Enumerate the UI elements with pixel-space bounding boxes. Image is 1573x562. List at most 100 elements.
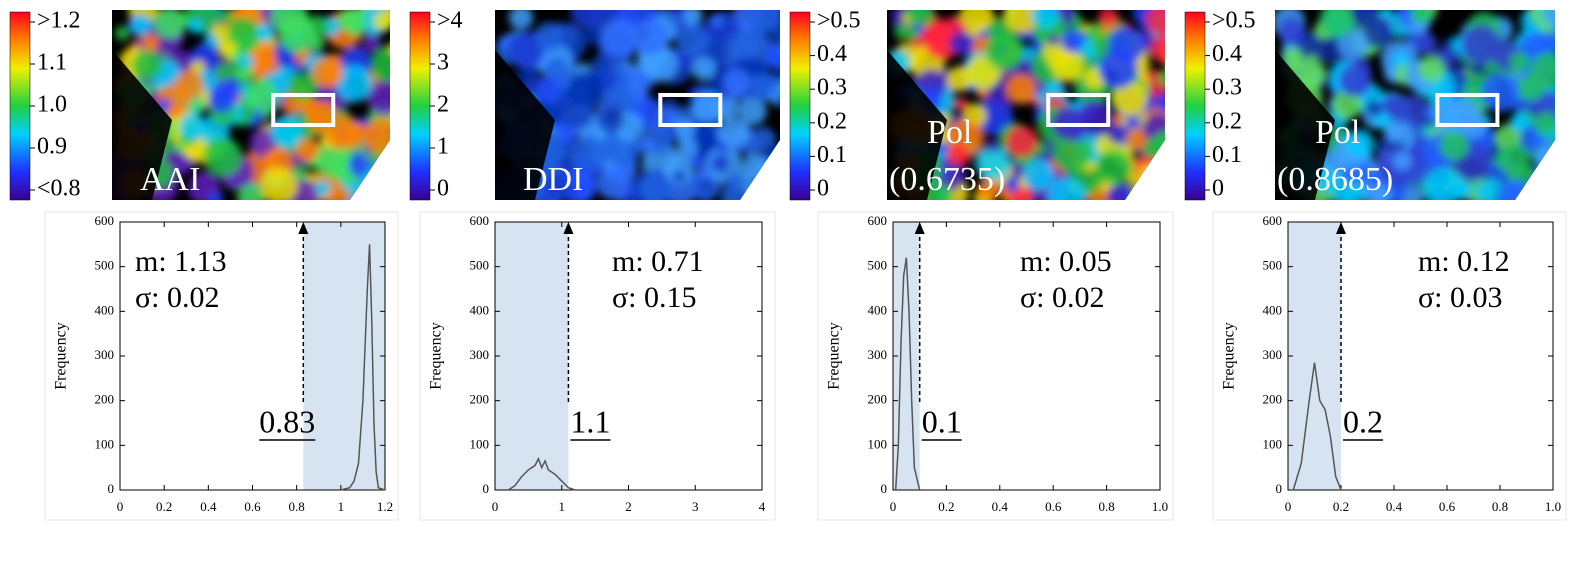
map-blob [638,135,656,153]
map-blob [975,145,1011,181]
map-blob [976,179,1000,200]
map-blob [208,86,236,114]
map-blob [1341,181,1366,200]
panel-frame [44,211,399,521]
map-blob [1004,176,1021,192]
threshold-arrowhead [298,222,309,234]
map-blob [359,167,390,200]
region-box [1435,93,1500,127]
map-label: DDI [523,161,583,198]
map-blob [188,97,205,114]
map-blob [1461,24,1502,65]
threshold-arrowhead [914,222,925,234]
map-blob [1166,63,1183,80]
x-tick-label: 0.4 [992,499,1009,514]
map-blob [1367,173,1383,189]
x-tick-label: 0.8 [289,499,305,514]
map-blob [1480,73,1520,112]
map-blob [536,76,564,104]
map-blob [601,88,620,108]
map-blob [260,167,298,200]
map-blob [1545,158,1555,181]
stat-text: σ: 0.03 [1418,281,1503,314]
histogram-curve [507,456,576,491]
map-blob [314,180,332,197]
map-blob [1023,159,1055,191]
shaded-range [303,222,385,490]
map-blob [534,22,564,52]
map-blob [1337,28,1369,60]
map-blob [1373,184,1392,200]
map-blob [570,135,608,174]
coast [1275,50,1335,200]
colorbar-label: 0.9 [37,134,67,160]
x-tick-label: 0.6 [1439,499,1456,514]
map-blob [721,183,750,200]
y-tick-label: 600 [868,213,888,228]
map-blob [1047,33,1060,47]
map-blob [1530,52,1555,90]
map-blob [597,106,624,134]
map-blob [906,10,935,28]
map-blob [718,117,750,149]
y-tick-label: 500 [1263,258,1283,273]
map-blob [955,97,968,111]
x-tick-label: 0.2 [938,499,954,514]
colorbar-label: <0.8 [37,176,81,202]
map-texture [495,10,780,200]
stat-text: m: 0.71 [612,245,704,278]
y-tick-label: 100 [868,436,888,451]
map-label: AAI [140,161,200,198]
x-tick-label: 0.2 [156,499,172,514]
y-tick-label: 500 [470,258,490,273]
x-tick-label: 0 [890,499,897,514]
colorbar [9,11,31,201]
map-blob [167,104,180,118]
map-blob [925,24,961,60]
map [495,10,780,200]
map-blob [1541,10,1555,28]
x-tick-label: 0.4 [1386,499,1403,514]
y-tick-label: 100 [1263,436,1283,451]
x-tick-label: 0.8 [1098,499,1114,514]
x-tick-label: 1 [338,499,345,514]
y-tick-label: 500 [95,258,115,273]
map-blob [244,78,278,112]
map-blob [747,185,761,199]
y-tick-label: 300 [470,347,490,362]
map-blob [568,70,605,107]
map-blob [776,94,780,109]
map-blob [132,50,163,81]
y-tick-label: 300 [95,347,115,362]
y-tick-label: 600 [470,213,490,228]
stat-text: σ: 0.02 [135,281,220,314]
x-tick-label: 0 [1285,499,1292,514]
map-blob [1365,99,1383,117]
colorbar-label: >1.2 [37,8,81,34]
map-blob [1510,52,1530,72]
map-blob [947,143,970,167]
y-tick-label: 200 [470,392,490,407]
map-blob [1003,10,1041,34]
x-tick-label: 2 [625,499,632,514]
map-blob [948,31,973,56]
map-blob [691,56,716,81]
map-blob [211,23,229,41]
map-blob [1147,191,1162,200]
map-label: Pol [1315,114,1360,151]
y-tick-label: 400 [868,302,888,317]
map-blob [236,65,254,84]
colorbar-label: 0 [437,176,449,202]
x-tick-label: 0.6 [1045,499,1062,514]
histogram-curve [1292,362,1342,491]
map-blob [388,42,390,55]
map-blob [1166,63,1179,76]
colorbar-label: 0.2 [817,108,847,134]
colorbar-label: 3 [437,50,449,76]
map-blob [1145,10,1165,36]
map-blob [1077,100,1113,137]
map-blob [1496,180,1536,200]
y-tick-label: 600 [1263,213,1283,228]
threshold-label: 0.2 [1343,403,1383,439]
map-blob [574,189,588,200]
